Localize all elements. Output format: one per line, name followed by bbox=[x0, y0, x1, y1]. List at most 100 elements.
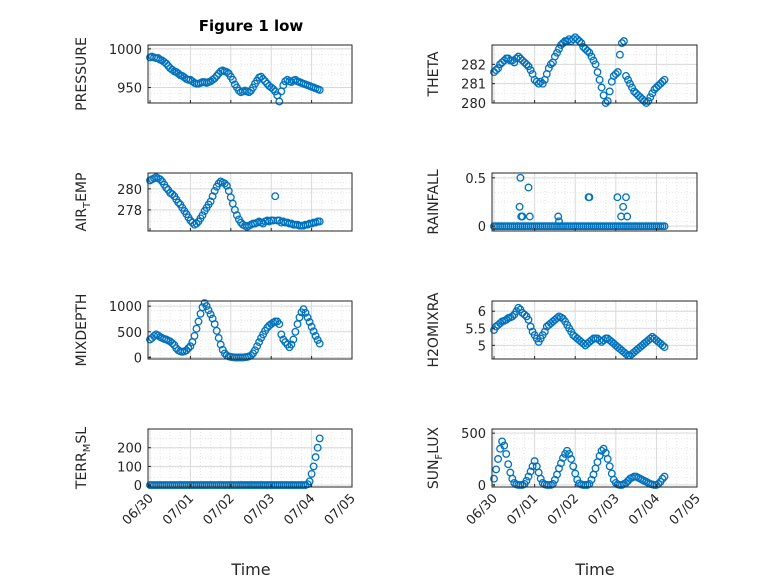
data-point bbox=[660, 472, 669, 481]
data-point bbox=[206, 310, 215, 319]
data-point bbox=[168, 65, 177, 74]
data-point bbox=[515, 202, 524, 211]
data-point bbox=[613, 68, 622, 77]
data-point bbox=[490, 474, 498, 483]
y-tick-label: 0.5 bbox=[465, 172, 486, 187]
data-point bbox=[522, 476, 531, 485]
y-axis-label-main: THETA bbox=[426, 51, 442, 97]
data-point bbox=[504, 54, 513, 63]
data-point bbox=[597, 83, 606, 92]
data-point bbox=[622, 193, 630, 202]
y-axis-label-rest: LUX bbox=[426, 426, 442, 453]
data-point bbox=[212, 71, 221, 80]
data-point bbox=[613, 193, 622, 202]
data-point bbox=[212, 326, 221, 335]
data-point bbox=[518, 212, 527, 221]
data-point bbox=[222, 68, 231, 77]
data-point bbox=[504, 460, 513, 469]
y-axis-label-main: RAINFALL bbox=[426, 169, 442, 234]
y-axis-label-main: H2OMIXRA bbox=[426, 292, 442, 367]
data-point bbox=[605, 87, 614, 96]
data-point bbox=[168, 190, 177, 199]
axes-box bbox=[491, 44, 698, 104]
data-point bbox=[630, 87, 639, 96]
data-point bbox=[307, 469, 316, 478]
data-point bbox=[577, 39, 586, 48]
y-axis-label: H2OMIXRA bbox=[426, 292, 442, 367]
x-tick-label: 07/02 bbox=[201, 491, 238, 528]
data-point bbox=[174, 198, 183, 207]
y-axis-label: AIRTEMP bbox=[74, 173, 93, 232]
data-point bbox=[182, 346, 191, 355]
data-point bbox=[569, 462, 578, 471]
y-axis-label: SUNFLUX bbox=[426, 426, 445, 489]
data-point bbox=[624, 75, 632, 84]
data-point bbox=[554, 212, 563, 221]
data-point bbox=[595, 75, 604, 84]
data-point bbox=[648, 89, 657, 98]
data-point bbox=[162, 183, 171, 192]
data-point bbox=[220, 179, 229, 188]
subplot-theta: 280 281 282 THETA bbox=[426, 33, 698, 112]
data-point bbox=[660, 75, 669, 84]
data-point bbox=[516, 54, 525, 63]
data-point bbox=[508, 474, 517, 483]
y-tick-label: 500 bbox=[117, 326, 142, 341]
data-point bbox=[636, 93, 645, 102]
data-point bbox=[315, 434, 324, 443]
data-point bbox=[573, 35, 582, 44]
data-point bbox=[204, 306, 213, 315]
y-tick-label: 200 bbox=[117, 442, 142, 457]
y-axis-label-rest: SL bbox=[74, 427, 90, 444]
data-point bbox=[279, 81, 288, 90]
y-tick-label: 278 bbox=[117, 204, 142, 219]
data-point bbox=[525, 212, 534, 221]
subplot-mixdepth: 0 500 1000 MIXDEPTH bbox=[74, 294, 353, 366]
data-point bbox=[579, 42, 588, 51]
data-point bbox=[555, 217, 563, 226]
data-point bbox=[251, 346, 259, 355]
data-point bbox=[492, 465, 501, 474]
data-point bbox=[585, 193, 594, 202]
y-axis-label: TERRMSL bbox=[74, 427, 93, 490]
data-point bbox=[271, 192, 280, 201]
data-point bbox=[303, 313, 312, 322]
data-point bbox=[528, 462, 537, 471]
y-axis-label-rest: EMP bbox=[74, 173, 90, 202]
y-axis-label-main: PRESSURE bbox=[74, 37, 90, 111]
data-point bbox=[228, 75, 237, 84]
data-point bbox=[559, 454, 567, 462]
data-point bbox=[516, 173, 525, 182]
data-point bbox=[524, 62, 533, 71]
data-point bbox=[646, 93, 655, 102]
data-point bbox=[508, 312, 517, 321]
data-point bbox=[546, 60, 555, 69]
data-point bbox=[186, 216, 195, 225]
y-axis-label-subscript: F bbox=[434, 454, 445, 460]
y-tick-label: 100 bbox=[117, 460, 142, 475]
data-point bbox=[311, 331, 320, 340]
data-point bbox=[619, 202, 628, 211]
data-point bbox=[255, 338, 264, 347]
data-point bbox=[611, 70, 620, 78]
data-point bbox=[534, 79, 543, 88]
x-tick-label: 07/01 bbox=[504, 491, 541, 528]
data-point bbox=[555, 44, 563, 53]
data-point bbox=[500, 441, 509, 450]
data-point bbox=[597, 446, 606, 455]
y-tick-label: 500 bbox=[461, 427, 486, 442]
data-point bbox=[524, 472, 533, 481]
data-point bbox=[156, 175, 165, 184]
data-point bbox=[249, 83, 257, 92]
data-point bbox=[502, 315, 511, 324]
data-point bbox=[494, 64, 503, 73]
data-point bbox=[498, 58, 507, 67]
data-point bbox=[550, 52, 559, 61]
data-point bbox=[295, 313, 304, 322]
data-point bbox=[277, 330, 286, 339]
data-point bbox=[658, 341, 667, 350]
data-point bbox=[599, 91, 608, 100]
data-point bbox=[567, 455, 576, 463]
y-axis-label-main: AIR bbox=[74, 208, 90, 232]
data-point bbox=[660, 222, 669, 231]
